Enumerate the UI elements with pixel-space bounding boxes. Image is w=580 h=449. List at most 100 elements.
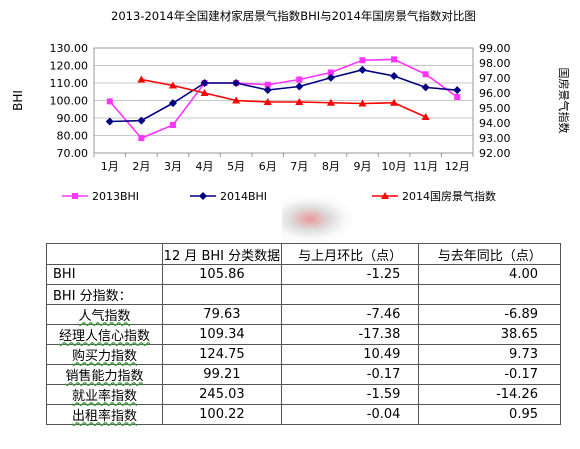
row-label-cell: 购买力指数 — [46, 344, 163, 365]
data-point-s1 — [327, 69, 334, 76]
table-row: 购买力指数 124.75 10.49 9.73 — [46, 344, 561, 365]
row-label-cell-text: 出租率指数 — [71, 409, 137, 424]
mom-cell — [280, 284, 420, 305]
data-point-s3 — [421, 113, 430, 120]
header-cell-text: 与上月环比（点） — [298, 248, 403, 264]
data-point-s2 — [232, 79, 241, 87]
header-cell: 12 月 BHI 分类数据 — [161, 243, 282, 265]
value-cell: 245.03 — [161, 384, 282, 405]
blurred-watermark — [282, 196, 352, 242]
yoy-cell: 4.00 — [418, 264, 561, 285]
mom-cell: 10.49 — [280, 344, 420, 365]
data-point-s2 — [168, 99, 177, 108]
value-cell-text: 245.03 — [199, 387, 245, 402]
header-cell: 与去年同比（点） — [418, 243, 561, 265]
header-cell-text: 12 月 BHI 分类数据 — [163, 248, 281, 264]
x-tick-label: 8月 — [322, 160, 340, 173]
data-point-s2 — [358, 65, 367, 74]
value-cell: 105.86 — [161, 264, 282, 285]
x-tick-label: 7月 — [290, 160, 308, 173]
table-header-row: 12 月 BHI 分类数据 与上月环比（点） 与去年同比（点） — [46, 243, 561, 265]
value-cell-text: 79.63 — [203, 307, 241, 322]
value-cell-text: 99.21 — [203, 367, 241, 382]
x-tick-label: 2月 — [132, 160, 150, 173]
data-point-s2 — [137, 116, 146, 125]
bhi-comparison-chart: 2013-2014年全国建材家居景气指数BHI与2014年国房景气指数对比图 70… — [11, 9, 571, 203]
mom-cell-text: -1.59 — [366, 387, 401, 402]
table-row: 销售能力指数 99.21 -0.17 -0.17 — [46, 364, 561, 385]
value-cell-text: 109.34 — [199, 327, 245, 342]
mom-cell: -1.25 — [280, 264, 420, 285]
x-tick-label: 9月 — [353, 160, 371, 173]
data-point-s1 — [138, 135, 145, 142]
mom-cell: -1.59 — [280, 384, 420, 405]
data-point-s2 — [105, 117, 114, 126]
data-point-s1 — [422, 71, 429, 78]
y-left-tick-label: 120.00 — [50, 60, 89, 73]
data-point-s1 — [106, 98, 113, 105]
series-line-3 — [141, 78, 426, 118]
data-point-s2 — [200, 79, 209, 87]
data-point-s3 — [390, 98, 399, 106]
legend-label-1: 2013BHI — [92, 190, 139, 203]
data-point-s1 — [264, 81, 271, 88]
yoy-cell: 0.95 — [418, 404, 561, 425]
value-cell: 109.34 — [161, 324, 282, 345]
legend-marker-1 — [72, 193, 78, 199]
row-label-cell: 人气指数 — [46, 304, 163, 325]
data-point-s3 — [168, 81, 177, 89]
y-right-tick-label: 96.00 — [479, 87, 511, 100]
row-label-cell: 销售能力指数 — [46, 364, 163, 385]
data-point-s3 — [295, 98, 304, 105]
row-label-cell-text: 人气指数 — [78, 309, 131, 324]
value-cell: 100.22 — [161, 404, 282, 425]
yoy-cell: -14.26 — [418, 384, 561, 405]
header-cell-text: 与去年同比（点） — [437, 248, 542, 264]
mom-cell-text: -7.46 — [366, 307, 401, 322]
data-point-s3 — [232, 96, 241, 104]
y-right-tick-label: 95.00 — [479, 102, 511, 115]
y-left-tick-label: 90.00 — [57, 112, 89, 125]
value-cell-text: 124.75 — [199, 347, 245, 362]
mom-cell: -7.46 — [280, 304, 420, 325]
mom-cell-text: -1.25 — [366, 267, 401, 282]
row-label-cell-text: BHI — [53, 267, 76, 282]
yoy-cell-text: 9.73 — [509, 347, 538, 362]
value-cell — [161, 284, 282, 305]
y-left-tick-label: 130.00 — [50, 42, 89, 55]
mom-cell: -0.04 — [280, 404, 420, 425]
data-point-s3 — [358, 99, 367, 107]
table-row: 就业率指数 245.03 -1.59 -14.26 — [46, 384, 561, 405]
data-point-s3 — [200, 89, 209, 96]
chart-title: 2013-2014年全国建材家居景气指数BHI与2014年国房景气指数对比图 — [111, 9, 476, 23]
data-point-s1 — [391, 56, 398, 63]
y-left-axis-label: BHI — [11, 90, 25, 111]
bhi-category-table: 12 月 BHI 分类数据 与上月环比（点） 与去年同比（点） BHI 105.86 -1… — [46, 243, 561, 425]
data-point-s1 — [296, 76, 303, 83]
y-right-tick-label: 92.00 — [479, 147, 511, 160]
bhi-table-body: 12 月 BHI 分类数据 与上月环比（点） 与去年同比（点） BHI 105.86 -1… — [46, 243, 561, 425]
yoy-cell — [418, 284, 561, 305]
y-left-tick-label: 70.00 — [57, 147, 89, 160]
yoy-cell-text: -6.89 — [504, 307, 538, 322]
mom-cell-text: -0.17 — [366, 367, 401, 382]
mom-cell: -0.17 — [280, 364, 420, 385]
yoy-cell: -0.17 — [418, 364, 561, 385]
mom-cell-text: 10.49 — [363, 347, 401, 362]
legend-label-3: 2014国房景气指数 — [402, 189, 496, 203]
yoy-cell-text: -14.26 — [496, 387, 538, 402]
table-row: 人气指数 79.63 -7.46 -6.89 — [46, 304, 561, 325]
data-point-s2 — [421, 83, 430, 92]
data-point-s1 — [454, 94, 461, 100]
y-right-axis-label: 国房景气指数 — [557, 68, 571, 134]
header-empty-cell — [46, 243, 163, 265]
header-cell: 与上月环比（点） — [280, 243, 420, 265]
value-cell: 124.75 — [161, 344, 282, 365]
y-left-tick-label: 100.00 — [50, 95, 89, 108]
row-label-cell-text: 购买力指数 — [71, 349, 137, 364]
x-tick-label: 6月 — [259, 160, 277, 173]
mom-cell-text: -0.04 — [366, 407, 401, 422]
row-label-cell: BHI — [46, 264, 163, 285]
y-right-tick-label: 98.00 — [479, 57, 511, 70]
data-point-s3 — [263, 98, 272, 105]
